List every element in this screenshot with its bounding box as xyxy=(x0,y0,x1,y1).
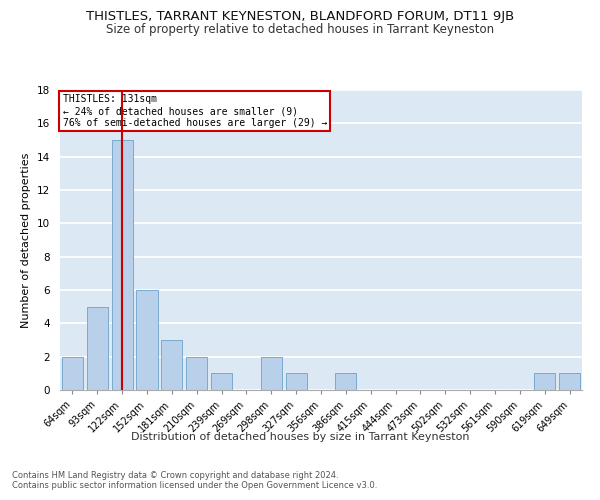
Bar xyxy=(534,374,555,390)
Text: THISTLES, TARRANT KEYNESTON, BLANDFORD FORUM, DT11 9JB: THISTLES, TARRANT KEYNESTON, BLANDFORD F… xyxy=(86,10,514,23)
Bar xyxy=(211,374,232,390)
Text: Contains HM Land Registry data © Crown copyright and database right 2024.
Contai: Contains HM Land Registry data © Crown c… xyxy=(12,470,377,490)
Y-axis label: Number of detached properties: Number of detached properties xyxy=(22,152,31,328)
Bar xyxy=(87,306,108,390)
Text: THISTLES: 131sqm
← 24% of detached houses are smaller (9)
76% of semi-detached h: THISTLES: 131sqm ← 24% of detached house… xyxy=(62,94,327,128)
Bar xyxy=(112,140,133,390)
Text: Distribution of detached houses by size in Tarrant Keyneston: Distribution of detached houses by size … xyxy=(131,432,469,442)
Bar xyxy=(559,374,580,390)
Bar xyxy=(62,356,83,390)
Bar xyxy=(186,356,207,390)
Bar xyxy=(161,340,182,390)
Text: Size of property relative to detached houses in Tarrant Keyneston: Size of property relative to detached ho… xyxy=(106,22,494,36)
Bar xyxy=(286,374,307,390)
Bar xyxy=(261,356,282,390)
Bar xyxy=(136,290,158,390)
Bar xyxy=(335,374,356,390)
